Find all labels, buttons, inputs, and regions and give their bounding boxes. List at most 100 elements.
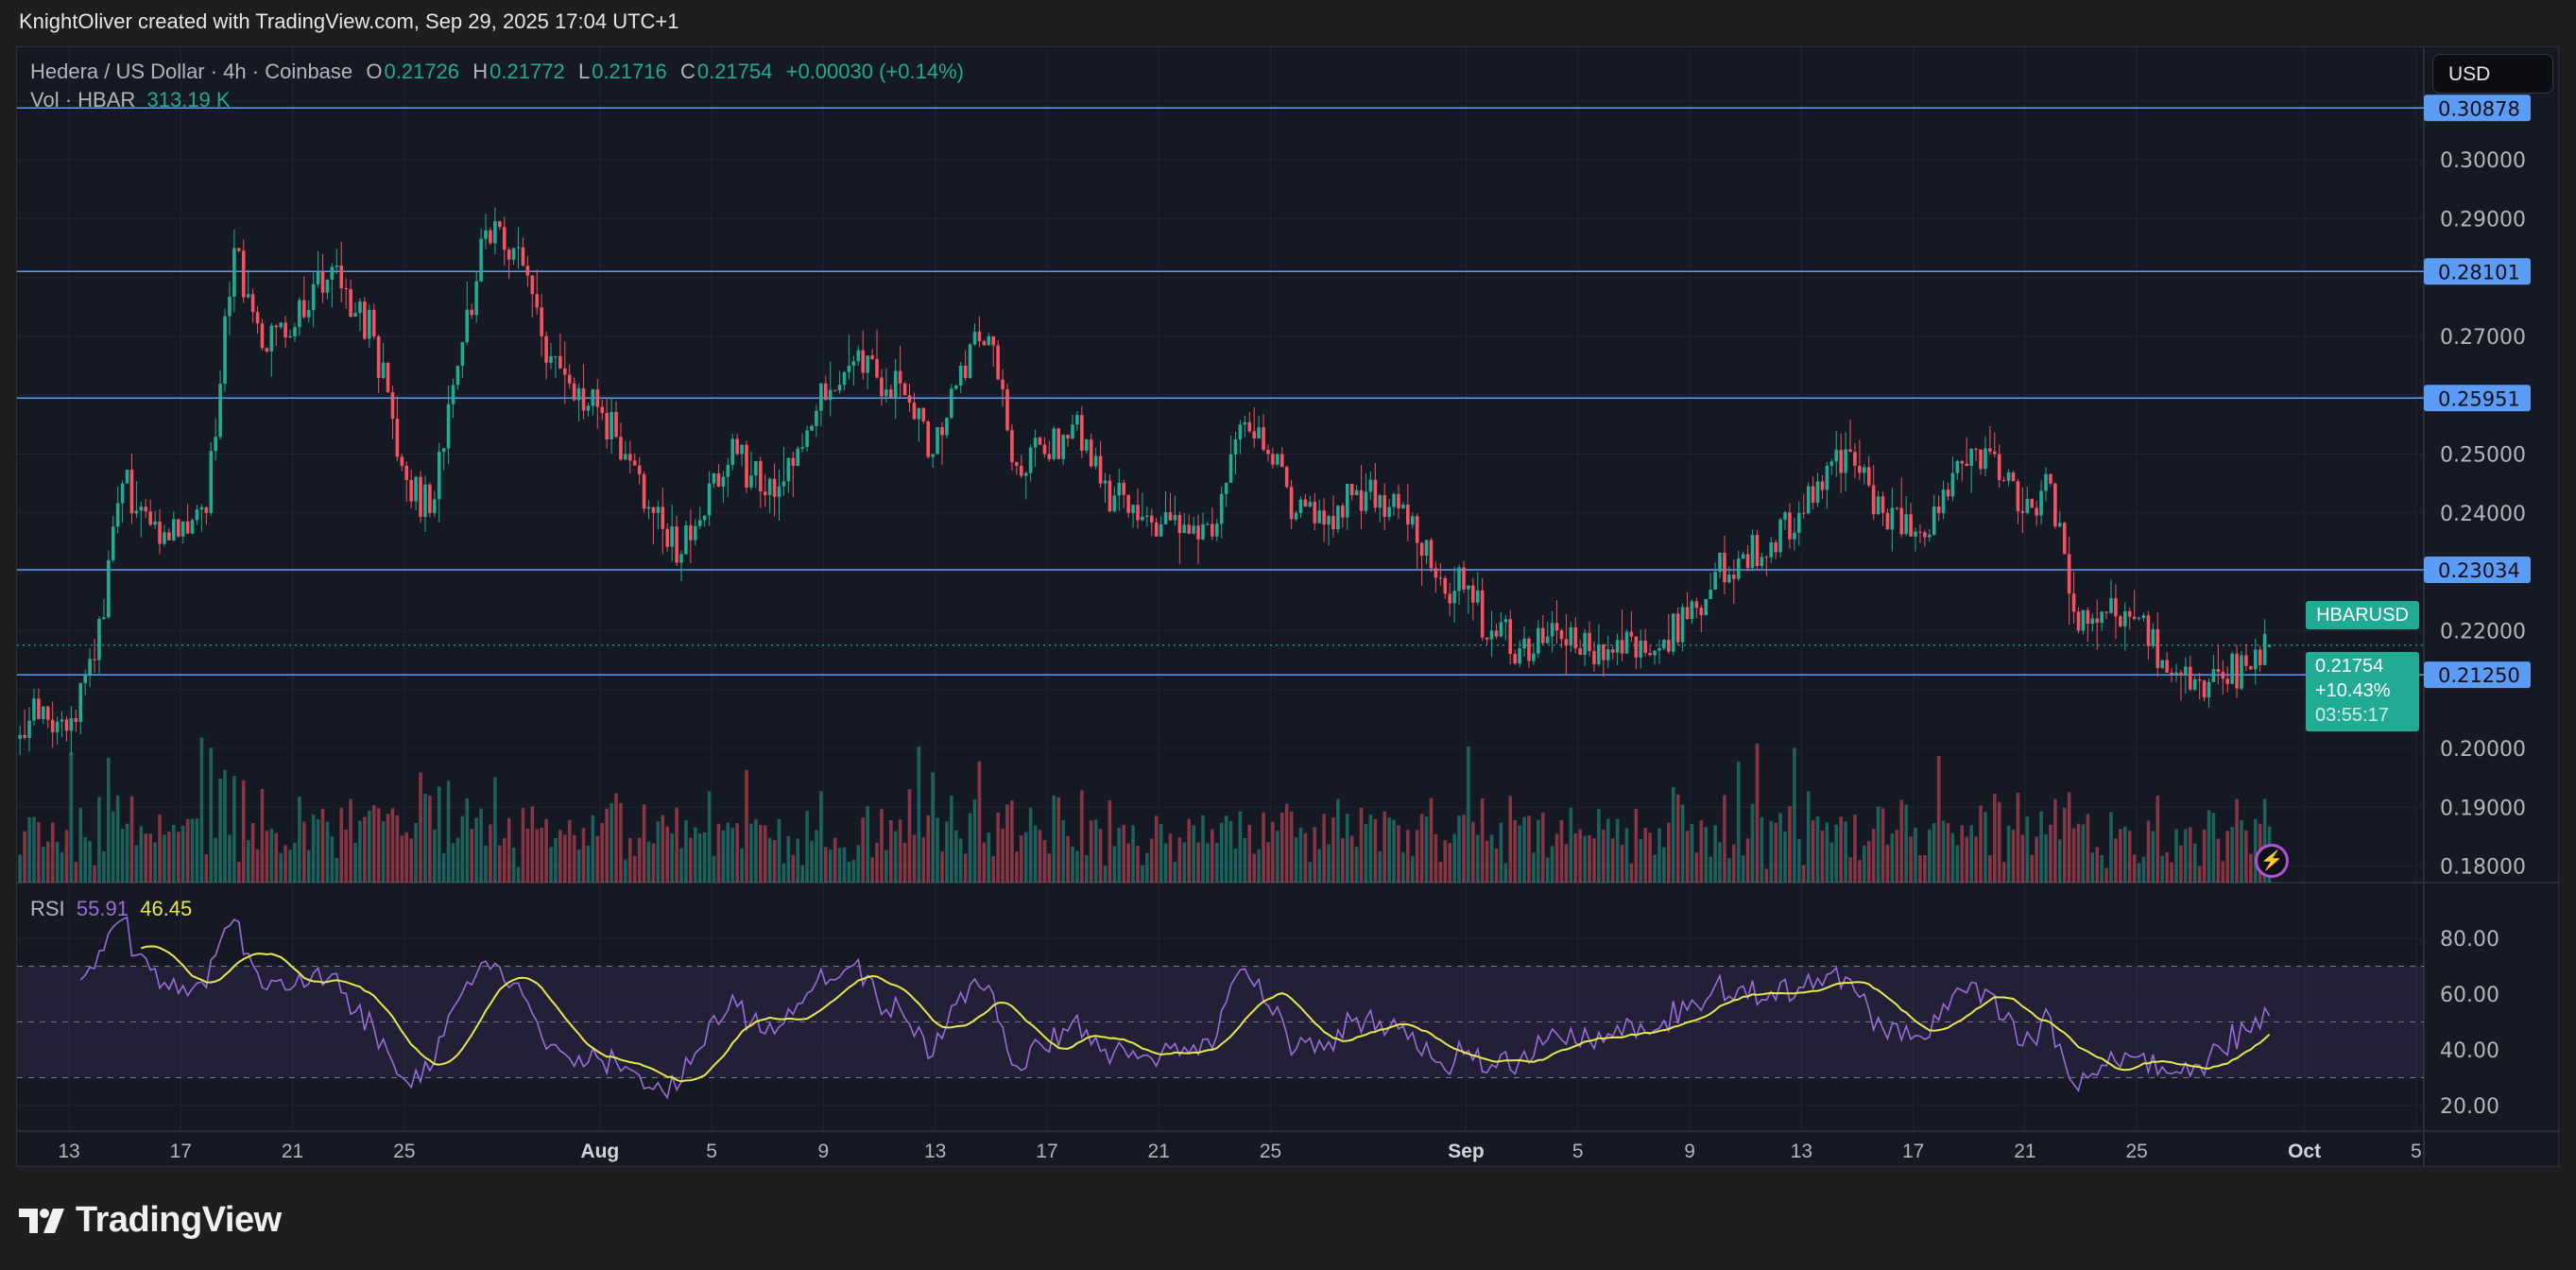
candle-body [880,377,884,397]
candle-body [1871,485,1876,515]
candle-body [917,407,921,420]
candle-body [2258,649,2262,665]
candle-body [1257,427,1261,439]
candle-body [1550,623,1554,637]
volume-bar [1946,823,1950,883]
volume-bar [306,850,311,883]
price-tick-label: 0.25000 [2440,444,2526,468]
time-tick-label: 25 [393,1141,415,1162]
volume-bar [2057,839,2062,883]
volume-bar [581,828,586,883]
volume-bar [451,843,455,883]
volume-bar [917,746,921,883]
volume-bar [214,837,217,883]
volume-bar [129,796,134,883]
lightning-icon[interactable]: ⚡ [2255,844,2289,878]
candle-body [423,484,427,517]
candle-body [1615,640,1620,653]
candle-body [1005,389,1009,431]
candle-body [605,413,609,440]
volume-bar [1462,815,1466,883]
candle-body [819,383,823,411]
candle-body [148,511,152,525]
candle-body [1588,632,1591,651]
volume-bar [470,829,474,883]
volume-bar [255,849,260,883]
symbol-title: Hedera / US Dollar · 4h · Coinbase [30,60,353,83]
candle-body [376,335,381,378]
volume-bar [1932,823,1936,883]
candle-body [767,478,772,496]
volume-bar [1923,854,1927,883]
volume-bar [1317,849,1321,883]
candle-body [153,521,157,525]
rsi-legend[interactable]: RSI 55.91 46.45 [30,897,192,921]
volume-bar [902,843,907,883]
volume-bar [837,848,842,883]
time-tick-label: 5 [706,1141,717,1162]
candle-body [893,370,898,399]
chart-pane[interactable] [16,46,2559,1167]
candle-body [83,674,87,683]
volume-bar [88,841,92,883]
candle-body [1503,619,1508,623]
candle-body [1382,495,1386,518]
volume-bar [697,833,702,883]
candle-body [716,472,721,487]
volume-bar [2127,831,2132,883]
tradingview-logo[interactable]: TradingView [19,1200,282,1241]
candle-body [404,465,409,480]
volume-bar [1163,843,1168,883]
candle-body [2240,655,2243,689]
candle-body [888,389,893,399]
candle-body [745,444,748,488]
volume-bar [861,817,866,883]
candle-body [595,389,600,407]
candle-body [1806,486,1811,514]
candle-body [2244,655,2248,666]
candle-body [1192,525,1195,534]
volume-legend[interactable]: Vol · HBAR 313.19 K [30,88,231,112]
volume-bar [1597,809,1601,883]
candle-body [1108,480,1112,512]
volume-bar [1694,852,1699,883]
candle-body [1620,640,1624,654]
volume-bar [2249,853,2253,883]
volume-bar [2122,826,2127,883]
symbol-legend[interactable]: Hedera / US Dollar · 4h · Coinbase O0.21… [30,60,966,84]
candle-body [255,312,260,324]
candle-body [586,405,591,411]
candle-body [250,294,255,313]
candle-body [1527,638,1531,661]
price-tick-label: 0.29000 [2440,208,2526,232]
candle-body [489,230,492,244]
candle-body [1540,627,1545,644]
candle-body [1657,648,1661,651]
candle-body [1597,644,1601,664]
candle-body [1168,512,1173,521]
currency-button[interactable]: USD [2432,54,2553,94]
volume-bar [1909,836,1913,883]
volume-bar [1778,813,1782,883]
candle-body [195,509,199,521]
rsi-ma-line [140,945,2271,1083]
volume-bar [1624,828,1629,883]
volume-bar [950,796,953,883]
candle-body [414,476,418,502]
candle-body [1271,454,1275,465]
volume-bar [1960,825,1965,883]
candle-body [386,362,390,393]
candle-body [2179,672,2183,676]
volume-bar [455,837,460,883]
candle-body [610,411,613,440]
level-price-badge [2424,94,2531,122]
bar-countdown: 03:55:17 [2315,705,2389,726]
volume-bar [745,769,748,883]
volume-bar [42,846,45,883]
volume-bar [796,838,800,883]
volume-bar [2174,829,2178,883]
volume-bar [1615,818,1620,883]
volume-bar [163,834,166,883]
candle-body [428,484,432,513]
